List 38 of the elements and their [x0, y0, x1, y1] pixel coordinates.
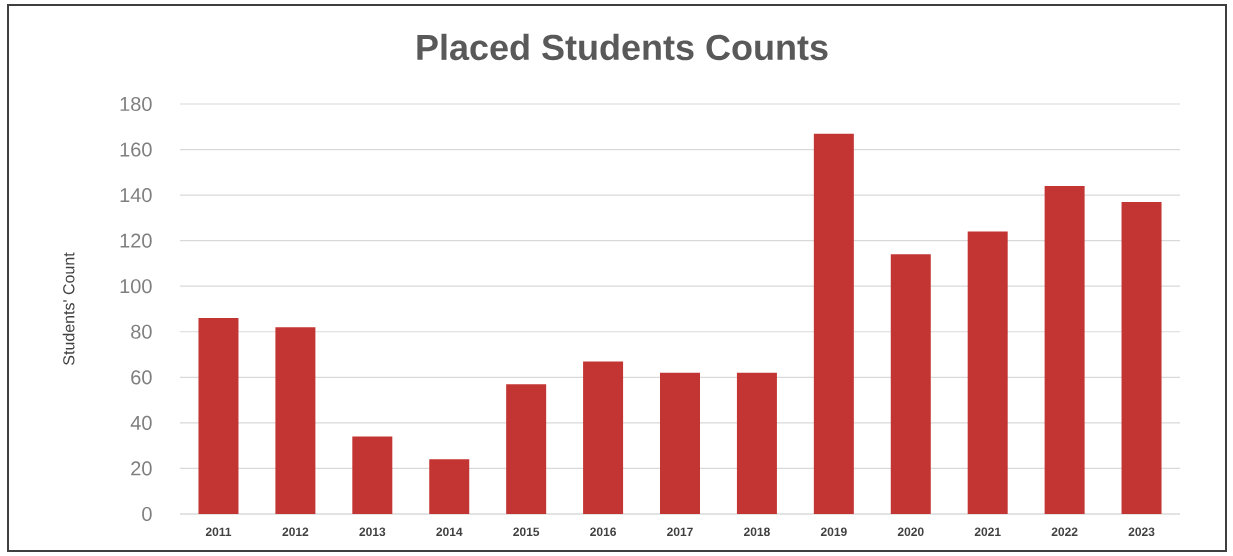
y-axis-title: Students' Count: [62, 252, 75, 365]
x-tick-label: 2012: [282, 527, 309, 537]
y-tick-label: 160: [120, 142, 152, 157]
bar: [198, 318, 239, 514]
bar: [275, 327, 316, 514]
x-tick-label: 2020: [897, 527, 924, 537]
y-tick-label: 180: [120, 96, 152, 112]
x-tick-label: 2018: [744, 527, 770, 537]
bar: [660, 372, 701, 514]
y-tick-label: 0: [142, 506, 152, 522]
bar: [1121, 201, 1162, 514]
bar: [429, 459, 470, 514]
y-tick-label: 80: [131, 324, 152, 339]
bar: [813, 133, 854, 514]
x-tick-label: 2023: [1128, 527, 1155, 537]
y-tick-label: 20: [131, 461, 152, 476]
bar: [890, 254, 931, 514]
chart-title: Placed Students Counts: [417, 33, 828, 61]
y-tick-label: 100: [120, 279, 152, 294]
x-tick-label: 2011: [205, 527, 232, 537]
bar: [583, 361, 624, 514]
bar: [967, 231, 1008, 514]
x-tick-label: 2019: [820, 527, 847, 537]
y-tick-label: 40: [130, 415, 152, 430]
bar: [1044, 185, 1085, 514]
bar: [506, 384, 547, 514]
x-tick-label: 2017: [667, 527, 693, 537]
y-tick-label: 120: [120, 233, 152, 248]
x-tick-label: 2022: [1051, 527, 1078, 537]
x-tick-label: 2021: [974, 527, 1001, 537]
y-tick-label: 60: [131, 370, 152, 385]
x-tick-label: 2014: [436, 527, 463, 537]
bar: [736, 372, 777, 514]
x-tick-label: 2013: [359, 527, 386, 537]
x-tick-label: 2016: [590, 527, 616, 537]
x-tick-label: 2015: [513, 527, 540, 537]
bar: [352, 436, 393, 514]
y-tick-label: 140: [120, 188, 152, 203]
